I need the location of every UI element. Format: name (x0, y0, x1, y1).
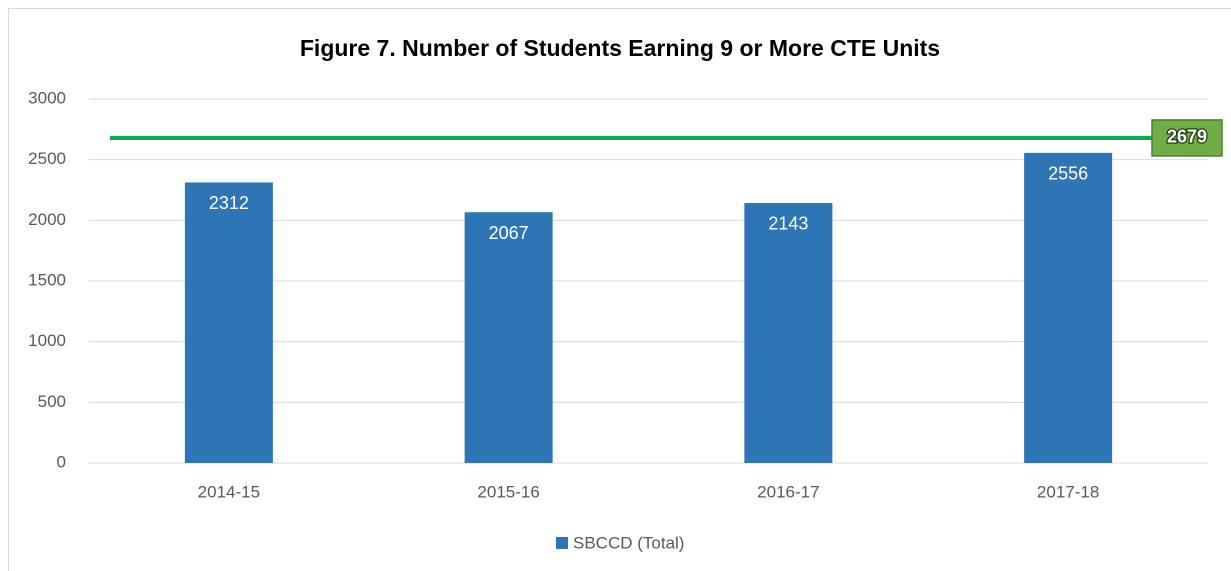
bar (744, 202, 833, 463)
bar (464, 212, 553, 463)
y-tick-label: 3000 (28, 88, 66, 107)
y-tick-label: 2000 (28, 210, 66, 229)
x-tick-label: 2015-16 (477, 482, 539, 501)
y-tick-label: 1000 (28, 331, 66, 350)
data-label: 2067 (489, 223, 529, 243)
y-tick-label: 1500 (28, 270, 66, 289)
data-label: 2143 (768, 214, 808, 234)
data-label: 2556 (1048, 164, 1088, 184)
data-label: 2312 (209, 193, 249, 213)
reference-label-box (1151, 119, 1223, 157)
legend-swatch (556, 537, 568, 549)
chart-title: Figure 7. Number of Students Earning 9 o… (300, 35, 940, 61)
x-tick-label: 2017-18 (1037, 482, 1099, 501)
legend-label: SBCCD (Total) (573, 533, 684, 552)
x-tick-label: 2014-15 (198, 482, 260, 501)
y-tick-label: 500 (38, 392, 66, 411)
y-tick-label: 0 (57, 452, 66, 471)
chart-frame (8, 8, 1231, 571)
x-tick-label: 2016-17 (757, 482, 819, 501)
reference-label: 2679 (1167, 127, 1207, 147)
y-tick-label: 2500 (28, 149, 66, 168)
bar (184, 182, 273, 463)
bar (1024, 152, 1113, 463)
